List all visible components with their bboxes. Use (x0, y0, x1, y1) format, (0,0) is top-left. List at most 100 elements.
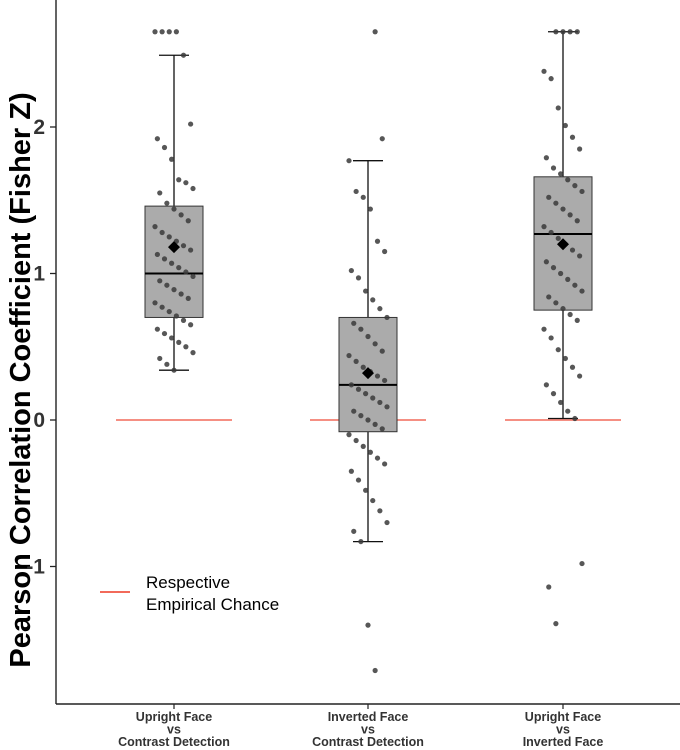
data-point (374, 373, 381, 379)
data-point (550, 391, 557, 397)
data-point (577, 146, 583, 152)
x-tick-label-line: Inverted Face (523, 735, 604, 749)
data-point (382, 248, 388, 255)
data-point (384, 314, 390, 321)
data-point (360, 194, 366, 200)
x-tick-label-line: vs (556, 723, 570, 737)
data-point (372, 341, 378, 347)
x-tick-label-line: Contrast Detection (118, 735, 230, 749)
data-point (365, 417, 371, 423)
data-point (164, 282, 170, 288)
data-points (346, 29, 390, 674)
data-point (558, 399, 564, 406)
data-point (546, 194, 552, 200)
data-point (377, 399, 383, 406)
data-point (164, 361, 170, 367)
data-point (577, 373, 583, 379)
data-point (178, 291, 184, 297)
data-point (553, 29, 559, 35)
data-point (374, 238, 381, 244)
data-point (190, 273, 196, 280)
data-point (159, 304, 165, 310)
data-point (384, 519, 390, 526)
data-point (558, 171, 564, 177)
data-point (183, 180, 189, 186)
data-point (374, 455, 381, 461)
data-point (169, 335, 175, 341)
data-point (348, 267, 354, 274)
data-point (180, 317, 187, 323)
data-point (176, 265, 182, 271)
data-point (171, 287, 177, 293)
box-series (116, 29, 621, 674)
data-point (183, 344, 189, 350)
y-axis-ticks: -1 0 1 2 (26, 116, 56, 579)
data-point (346, 352, 352, 359)
data-point (173, 313, 179, 319)
data-point (351, 408, 357, 414)
data-point (569, 134, 576, 140)
box-group (505, 31, 621, 421)
data-point (553, 621, 559, 627)
data-point (567, 29, 573, 35)
data-point (546, 584, 552, 590)
data-point (574, 317, 580, 323)
data-point (569, 247, 576, 253)
x-tick-label-line: Contrast Detection (312, 735, 424, 749)
data-point (555, 347, 561, 353)
data-point (363, 487, 369, 493)
data-point (572, 183, 578, 189)
data-point (560, 206, 566, 212)
mean-marker (557, 238, 569, 251)
data-point (548, 229, 554, 236)
x-tick-label-line: Upright Face (525, 710, 601, 724)
data-point (169, 156, 175, 162)
data-point (367, 206, 373, 212)
data-point (365, 622, 371, 628)
data-point (548, 76, 554, 82)
data-point (569, 364, 576, 370)
data-point (370, 297, 376, 303)
data-point (365, 333, 371, 340)
data-point (555, 235, 561, 241)
data-point (353, 437, 359, 444)
data-point (159, 29, 165, 35)
data-point (370, 395, 376, 401)
x-tick-label-line: Inverted Face (328, 710, 409, 724)
data-point (363, 288, 369, 294)
data-point (555, 105, 561, 111)
data-point (190, 350, 196, 356)
data-point (159, 229, 165, 236)
data-point (166, 308, 172, 315)
mean-marker (168, 241, 180, 254)
data-point (152, 224, 158, 230)
data-point (560, 306, 566, 312)
legend-label-line-1: Respective (146, 573, 230, 592)
data-point (173, 29, 179, 35)
data-point (546, 294, 552, 300)
data-point (377, 508, 383, 514)
y-tick-label: 1 (33, 263, 45, 286)
data-point (379, 426, 385, 432)
data-point (154, 136, 160, 142)
data-point (579, 560, 585, 567)
data-point (351, 528, 357, 534)
data-point (166, 29, 172, 35)
data-point (372, 29, 378, 35)
data-point (572, 282, 578, 288)
data-point (152, 300, 158, 306)
data-point (353, 188, 359, 195)
data-point (166, 234, 172, 240)
data-point (565, 408, 571, 414)
y-tick-label: -1 (26, 556, 45, 579)
data-point (355, 275, 362, 281)
x-tick-label-line: Upright Face (136, 710, 212, 724)
data-point (577, 253, 583, 259)
data-point (188, 121, 194, 127)
data-point (548, 335, 554, 341)
box-group (310, 160, 426, 543)
data-point (161, 330, 168, 337)
data-point (348, 468, 354, 474)
data-point (363, 391, 369, 397)
data-point (579, 188, 585, 195)
